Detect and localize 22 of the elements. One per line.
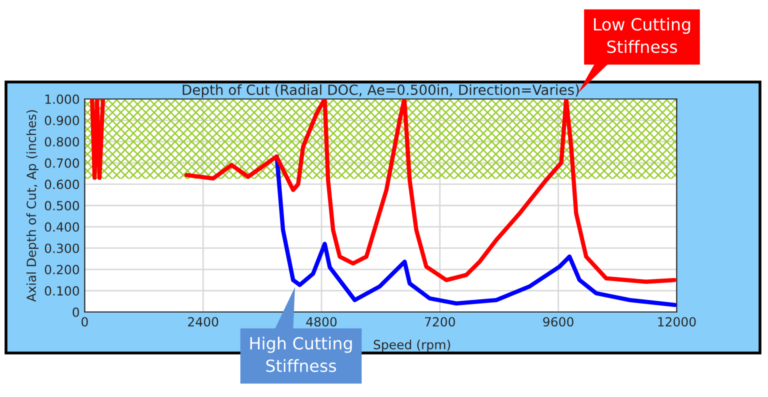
y-tick-label: 0.300 — [44, 244, 80, 254]
x-tick-label: 9600 — [543, 317, 574, 327]
y-tick-label: 0.900 — [44, 116, 80, 126]
x-tick-label: 12000 — [658, 317, 696, 327]
y-tick-label: 1.000 — [45, 94, 80, 104]
text: High Cutting Stiffness — [250, 336, 352, 372]
x-tick-label: 0 — [82, 317, 88, 327]
y-tick-label: 0.100 — [44, 286, 80, 296]
y-tick-label: 0.800 — [44, 137, 80, 147]
y-tick-label: 0.600 — [44, 180, 80, 190]
chart-title: Depth of Cut (Radial DOC, Ae=0.500in, Direction=Varies) — [182, 84, 579, 98]
x-tick-label: 2400 — [188, 317, 218, 327]
y-axis-title: Axial Depth of Cut, Ap (inches) — [26, 110, 38, 302]
y-tick-label: 0 — [72, 307, 80, 317]
y-tick-label: 0.700 — [44, 158, 80, 168]
y-tick-label: 0.400 — [44, 222, 80, 232]
text: Low Cutting Stiffness — [594, 18, 690, 54]
x-axis-title: Speed (rpm) — [374, 340, 450, 352]
y-tick-label: 0.500 — [44, 200, 80, 210]
x-tick-label: 4800 — [306, 317, 337, 327]
x-tick-label: 7200 — [425, 317, 455, 327]
y-tick-label: 0.200 — [44, 264, 80, 274]
